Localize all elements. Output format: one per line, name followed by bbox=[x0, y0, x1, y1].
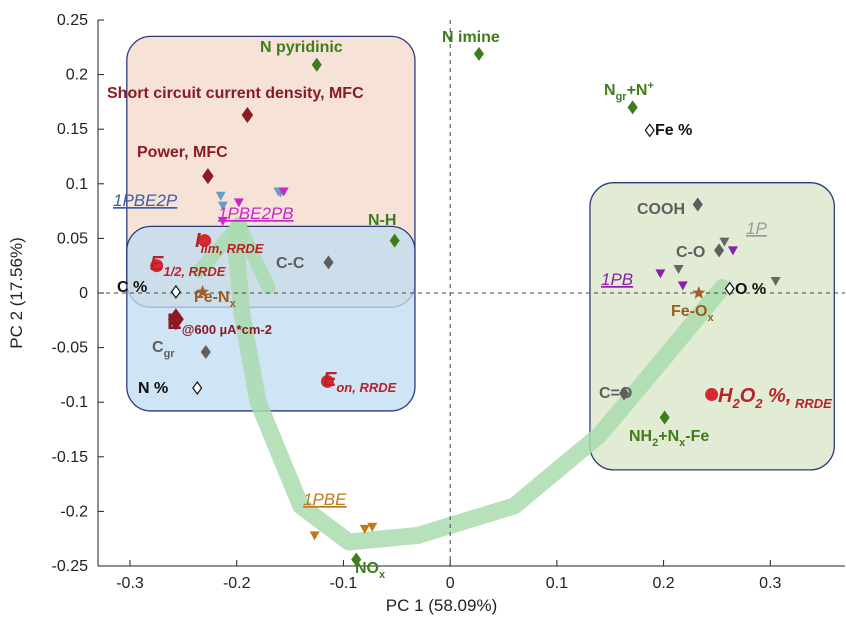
x-tick-label: 0.3 bbox=[759, 575, 781, 592]
loading-cgr-marker bbox=[200, 344, 211, 359]
sample-1pb-point bbox=[655, 269, 666, 279]
x-tick-label: 0.1 bbox=[546, 575, 568, 592]
label-n-h: N-H bbox=[368, 212, 396, 229]
y-tick-label: -0.25 bbox=[52, 558, 89, 575]
loading-nox-marker bbox=[351, 552, 362, 567]
y-tick-label: -0.15 bbox=[52, 449, 89, 466]
axes: 0.25 0.2 0.15 0.1 0.05 0 -0.05 -0.1 -0.15 -0.2 -0.… bbox=[7, 12, 845, 615]
y-tick-label: 0.05 bbox=[57, 230, 88, 247]
1P-region bbox=[589, 182, 835, 471]
y-tick-label: 0.2 bbox=[66, 67, 88, 84]
label-group-1pb: 1PB bbox=[601, 270, 633, 289]
sample-1pbe-point bbox=[367, 522, 378, 532]
x-tick-label: -0.1 bbox=[330, 575, 358, 592]
y-tick-label: -0.1 bbox=[60, 394, 88, 411]
loading-cooh-marker bbox=[692, 197, 703, 212]
y-tick-label: 0.25 bbox=[57, 12, 88, 29]
label-fe-ox: Fe-Ox bbox=[671, 303, 714, 324]
y-axis-title: PC 2 (17.56%) bbox=[7, 237, 26, 349]
trajectory-arrow-head-2 bbox=[192, 218, 246, 279]
sample-1pbe-point bbox=[359, 524, 370, 534]
label-power-mfc: Power, MFC bbox=[137, 144, 228, 161]
x-tick-label: 0.2 bbox=[652, 575, 674, 592]
label-group-1pbe: 1PBE bbox=[303, 490, 347, 509]
circle-h2o2-rrde-marker bbox=[705, 388, 719, 402]
loading-c-o-marker bbox=[619, 386, 630, 401]
label-nox: NOx bbox=[355, 560, 386, 581]
sample-1pbe-point bbox=[309, 531, 320, 541]
trajectory-arrow bbox=[192, 216, 731, 551]
label-o-percent: O % bbox=[735, 281, 766, 298]
sample-1pbe2pb-point bbox=[233, 198, 244, 208]
label-n-percent: N % bbox=[138, 380, 168, 397]
open-c-marker bbox=[170, 284, 181, 299]
star-fe-nx-marker bbox=[195, 284, 210, 298]
loading-n-h-marker bbox=[389, 233, 400, 248]
circle-e1-2-rrde-marker bbox=[150, 259, 164, 273]
label-short-circuit: Short circuit current density, MFC bbox=[107, 85, 364, 102]
sample-1p-point bbox=[719, 237, 730, 247]
x-tick-label: -0.3 bbox=[116, 575, 144, 592]
label-fe-nx: Fe-Nx bbox=[194, 289, 237, 310]
circle-ilim-rrde-marker bbox=[198, 234, 212, 248]
label-group-1pbe2pb: 1PBE2PB bbox=[218, 204, 294, 223]
y-tick-label: 0.1 bbox=[66, 176, 88, 193]
sample-1pbe2pb-point bbox=[217, 216, 228, 226]
sample-1pb-point bbox=[677, 281, 688, 291]
sample-1pbe2p-point bbox=[217, 201, 228, 211]
y-tick-label: 0 bbox=[79, 285, 88, 302]
label-n-imine: N imine bbox=[442, 29, 500, 46]
trajectory-arrow-shaft bbox=[228, 216, 731, 551]
y-tick-label: 0.15 bbox=[57, 121, 88, 138]
x-axis-title: PC 1 (58.09%) bbox=[386, 596, 498, 615]
open-n-marker bbox=[192, 380, 203, 396]
label-c-c: C-C bbox=[276, 255, 305, 272]
label-c-eq-o: C=O bbox=[599, 385, 632, 402]
loading-power-mfc-marker bbox=[202, 168, 214, 185]
loading-e-600-a-cm-2-marker bbox=[167, 308, 184, 331]
x-tick-label: 0 bbox=[446, 575, 455, 592]
trajectory-arrow-head-1 bbox=[231, 218, 276, 295]
loading-short-circuit-current-density-mfc-marker bbox=[241, 107, 254, 124]
label-nh2-nx-fe: NH2+Nx-Fe bbox=[629, 428, 709, 449]
loading-ngr-n-marker bbox=[627, 100, 638, 115]
annotations: N pyridinic N imine N-H Ngr+N+ NH2+Nx-Fe… bbox=[107, 29, 832, 581]
sample-1p-point bbox=[673, 264, 684, 274]
label-group-1p: 1P bbox=[746, 219, 767, 238]
label-cooh: COOH bbox=[637, 201, 685, 218]
star-fe-ox-marker bbox=[692, 286, 706, 299]
y-tick-label: -0.05 bbox=[52, 340, 89, 357]
label-n-pyridinic: N pyridinic bbox=[260, 39, 343, 56]
label-ngr-nplus: Ngr+N+ bbox=[604, 80, 654, 103]
sample-1pbe2pb-point bbox=[278, 187, 289, 197]
loading-n-pyridinic-marker bbox=[311, 57, 322, 72]
open-o-marker bbox=[724, 281, 735, 296]
sample-1p-point bbox=[770, 276, 781, 286]
loading-c-o-marker bbox=[714, 243, 725, 258]
label-c-o: C-O bbox=[676, 244, 705, 261]
sample-1pb-point bbox=[727, 246, 738, 256]
loading-c-c-marker bbox=[323, 255, 334, 270]
loading-n-imine-marker bbox=[473, 46, 485, 61]
label-group-1pbe2p: 1PBE2P bbox=[113, 191, 178, 210]
label-c-percent: C % bbox=[117, 279, 147, 296]
y-tick-label: -0.2 bbox=[60, 503, 88, 520]
loading-nh2-nx-fe-marker bbox=[659, 410, 670, 425]
open-fe-marker bbox=[644, 123, 655, 138]
circle-eon-rrde-marker bbox=[320, 374, 334, 388]
label-fe-percent: Fe % bbox=[655, 122, 692, 139]
sample-1pbe2p-point bbox=[215, 191, 226, 201]
data-points bbox=[150, 46, 781, 567]
x-tick-label: -0.2 bbox=[223, 575, 251, 592]
